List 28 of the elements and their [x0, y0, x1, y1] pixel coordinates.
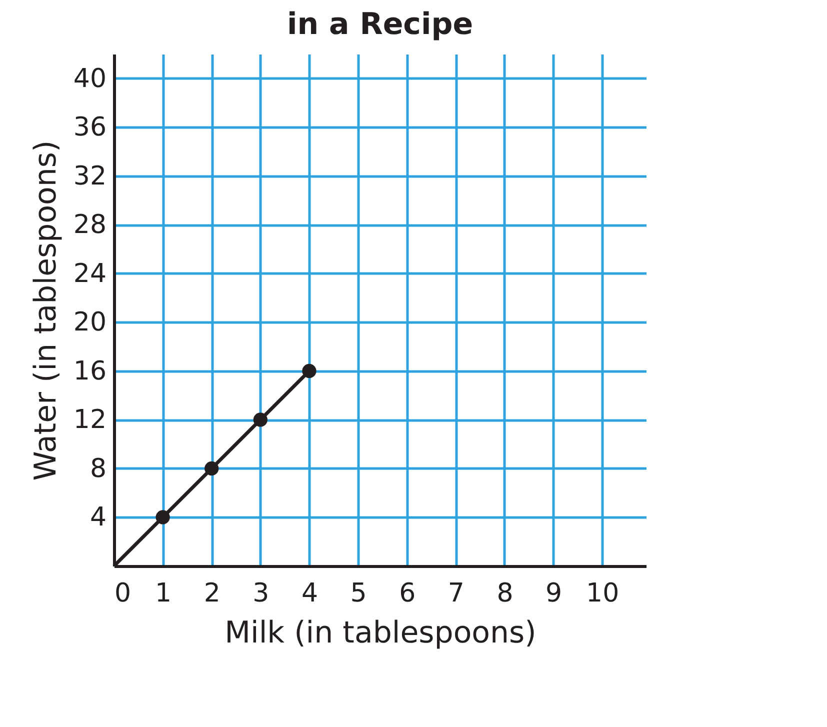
x-tick-label: 10	[586, 578, 620, 608]
chart-title: in a Recipe	[286, 7, 474, 42]
y-tick-label: 4	[90, 502, 106, 533]
y-tick-label: 24	[73, 258, 106, 289]
y-tick-label: 28	[73, 210, 106, 240]
y-tick-label: 16	[73, 356, 106, 386]
y-axis-title: Water (in tablespoons)	[28, 140, 64, 481]
x-tick-label: 7	[448, 578, 464, 608]
x-tick-label: 2	[204, 578, 220, 608]
point	[302, 364, 316, 378]
point	[253, 412, 268, 427]
x-tick-label: 8	[496, 578, 514, 608]
x-tick-label: 3	[252, 578, 270, 608]
x-tick-label: 0	[114, 578, 132, 608]
y-tick-label: 8	[90, 454, 106, 484]
x-tick-label: 5	[350, 578, 367, 608]
x-tick-label: 9	[545, 578, 562, 608]
y-tick-label: 20	[73, 308, 106, 338]
y-tick-label: 32	[73, 161, 106, 192]
y-tick-label: 12	[73, 405, 106, 436]
x-axis-title: Milk (in tablespoons)	[224, 616, 536, 650]
x-tick-label: 6	[399, 578, 416, 608]
x-tick-label: 1	[155, 578, 172, 608]
point	[156, 510, 170, 524]
x-tick-label: 4	[301, 578, 318, 608]
y-tick-label: 40	[73, 64, 106, 94]
point	[204, 461, 219, 476]
y-tick-label: 36	[73, 112, 106, 143]
